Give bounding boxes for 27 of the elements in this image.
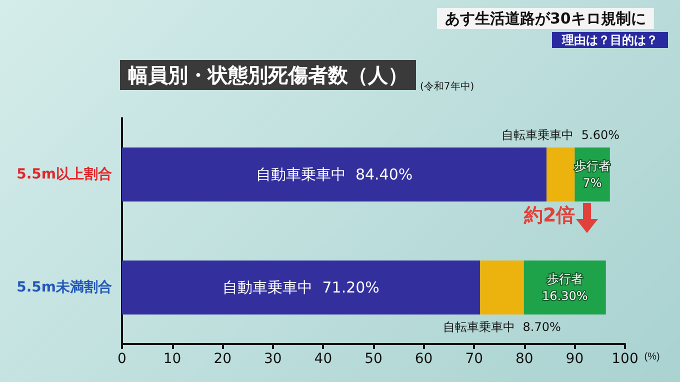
data-label: 7%	[582, 176, 602, 190]
text: 自動車乗車中 71.20%	[222, 278, 380, 296]
x-axis-title: (%)	[644, 352, 660, 362]
text: 歩行者	[546, 272, 583, 286]
y-tick-label: 5.5m以上割合	[16, 166, 112, 182]
x-tick-label: 80	[515, 351, 534, 367]
x-tick-label: 10	[163, 351, 182, 367]
x-tick-label: 0	[118, 351, 126, 367]
text: 自転車乗車中 5.60%	[502, 128, 620, 142]
text: 自転車乗車中 8.70%	[443, 320, 561, 334]
x-tick-label: 100	[612, 351, 638, 367]
y-tick-label: 5.5m未満割合	[16, 278, 112, 296]
annotation: 約2倍	[523, 204, 576, 226]
chart-subtitle: (令和7年中)	[420, 80, 474, 92]
x-tick-label: 40	[314, 351, 332, 367]
x-tick-label: 20	[214, 351, 232, 367]
x-tick-label: 60	[414, 351, 433, 367]
x-tick-label: 90	[566, 351, 584, 367]
text: 自動車乗車中 84.40%	[256, 166, 413, 184]
x-tick-label: 50	[364, 351, 382, 367]
x-tick-label: 70	[465, 351, 484, 367]
series-label: 歩行者	[574, 159, 610, 173]
chart-title: 幅員別・状態別死傷者数（人）	[128, 63, 408, 87]
data-label: 16.30%	[542, 289, 588, 303]
x-tick-label: 30	[264, 351, 282, 367]
text: あす生活道路が30キロ規制に	[445, 10, 646, 28]
text: 理由は？目的は？	[561, 33, 658, 47]
